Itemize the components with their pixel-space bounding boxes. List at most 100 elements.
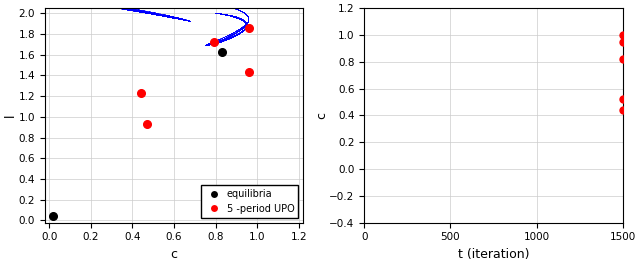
Point <box>220 38 230 42</box>
Point <box>157 14 168 18</box>
Point <box>129 7 140 11</box>
Point <box>211 41 221 45</box>
Point <box>163 14 173 18</box>
Point <box>209 41 220 46</box>
Point <box>236 29 246 33</box>
Point <box>239 28 249 32</box>
Point <box>224 36 234 40</box>
Point <box>234 31 244 36</box>
Point <box>163 14 173 19</box>
Point <box>217 12 227 16</box>
Point <box>180 17 190 21</box>
Point <box>174 17 184 21</box>
Point <box>239 19 250 24</box>
Point <box>166 15 177 19</box>
Point <box>241 22 252 26</box>
Point <box>124 8 134 12</box>
Point <box>228 14 239 19</box>
Point <box>209 41 220 46</box>
Point <box>243 20 253 25</box>
Point <box>228 15 239 19</box>
Point <box>241 23 252 27</box>
Point <box>241 22 252 26</box>
Point <box>118 6 129 11</box>
Point <box>172 16 182 20</box>
Point <box>207 41 218 46</box>
Point <box>181 18 191 22</box>
Point <box>227 14 237 18</box>
Point <box>208 41 218 46</box>
Point <box>232 15 242 20</box>
Point <box>160 13 170 17</box>
Point <box>241 23 251 27</box>
Point <box>239 24 250 28</box>
Point <box>243 20 253 24</box>
Point <box>170 16 180 20</box>
Point <box>208 41 218 46</box>
Point <box>221 13 232 17</box>
Point <box>227 14 237 18</box>
Point <box>238 28 248 32</box>
Point <box>234 16 244 21</box>
Point <box>172 16 182 20</box>
Point <box>216 12 226 16</box>
Point <box>168 16 179 20</box>
Point <box>238 18 248 22</box>
Point <box>241 22 252 26</box>
Point <box>212 40 223 44</box>
Point <box>152 12 163 16</box>
Point <box>168 16 178 20</box>
Point <box>234 16 244 20</box>
Point <box>211 40 221 44</box>
Point <box>232 32 243 36</box>
Point <box>228 14 238 19</box>
Point <box>208 41 218 46</box>
Point <box>240 20 250 24</box>
Point <box>236 26 246 31</box>
Point <box>141 11 151 15</box>
Point <box>166 15 177 20</box>
Point <box>218 12 228 16</box>
Point <box>165 15 175 19</box>
Point <box>229 15 239 19</box>
Point <box>172 16 182 20</box>
Point <box>223 34 234 38</box>
Point <box>119 7 129 11</box>
Point <box>232 16 243 20</box>
Point <box>234 16 244 20</box>
Point <box>136 8 146 12</box>
Point <box>232 16 243 20</box>
Point <box>234 8 244 12</box>
Point <box>170 16 180 20</box>
Point <box>170 16 180 20</box>
Point <box>168 15 178 20</box>
Point <box>220 34 230 38</box>
Point <box>200 43 210 47</box>
Point <box>241 25 251 29</box>
Point <box>210 41 220 45</box>
Point <box>215 39 225 43</box>
Point <box>215 39 225 44</box>
Point <box>224 13 234 17</box>
Point <box>237 29 248 33</box>
Point <box>230 15 240 19</box>
Point <box>115 6 125 11</box>
Point <box>230 15 241 19</box>
Point <box>217 37 227 41</box>
Point <box>236 16 246 21</box>
Point <box>162 14 172 19</box>
Point <box>242 21 252 25</box>
Point <box>217 38 227 43</box>
Point <box>228 32 238 36</box>
Point <box>157 13 168 17</box>
Point <box>165 15 175 19</box>
Point <box>185 19 195 23</box>
Point <box>209 41 219 45</box>
Point <box>209 41 219 46</box>
Point <box>241 23 251 27</box>
Point <box>211 40 221 45</box>
Point <box>236 17 246 21</box>
Point <box>216 39 226 43</box>
Point <box>211 11 221 15</box>
Point <box>163 14 173 18</box>
